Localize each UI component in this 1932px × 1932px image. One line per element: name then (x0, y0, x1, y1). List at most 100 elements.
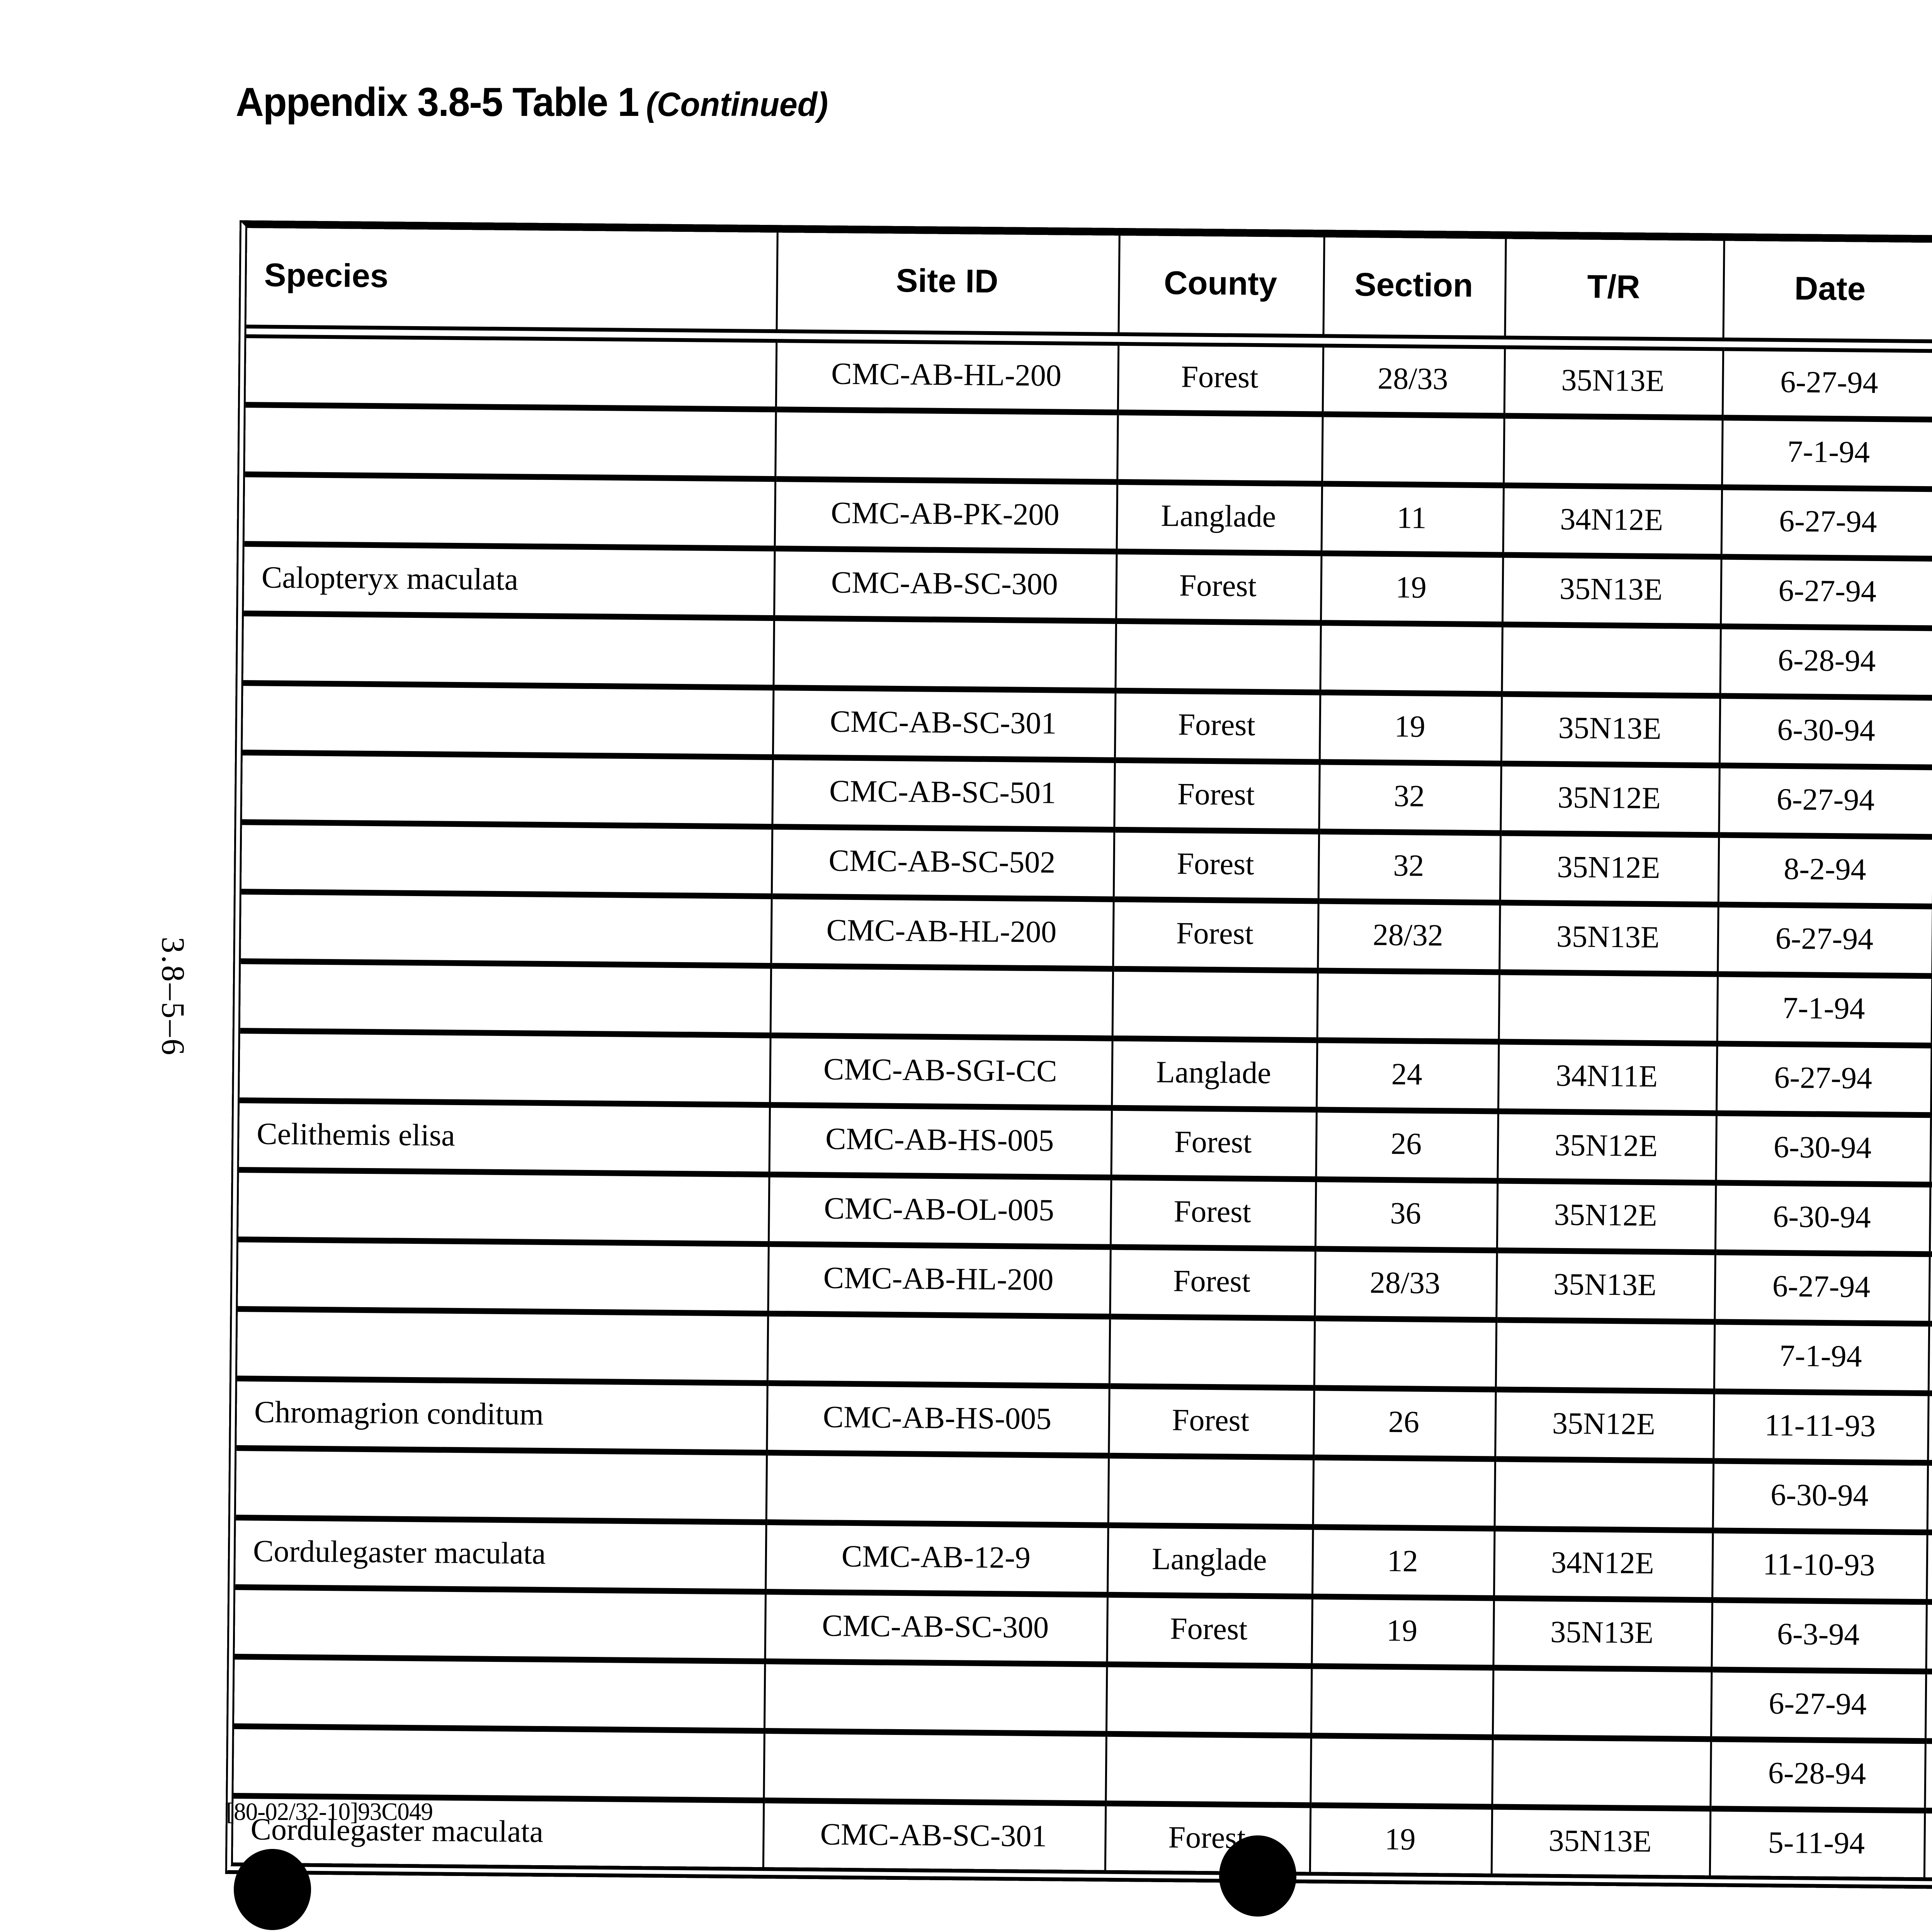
table-cell: 7-1-94 (1721, 417, 1932, 489)
table-cell: 6-28-94 (1719, 626, 1932, 698)
table-cell: 32 (1317, 831, 1500, 903)
table-cell: 34N11E (1497, 1041, 1716, 1113)
table-cell: CMC-AB-HS-005 (768, 1105, 1111, 1178)
table-cell (1321, 414, 1503, 486)
table-cell (1114, 621, 1320, 692)
table-cell: 6-27-94 (1710, 1669, 1925, 1741)
table-cell: 19 (1309, 1805, 1492, 1874)
table-cell: 11 (1320, 483, 1503, 555)
table-cell (1310, 1735, 1492, 1807)
table-cell: 35N13E (1503, 342, 1723, 418)
table-cell (1498, 972, 1717, 1044)
table-cell (765, 1452, 1108, 1526)
table-cell: 35N12E (1499, 833, 1718, 905)
table-cell (242, 752, 772, 827)
table-cell: 35N13E (1498, 903, 1718, 974)
table-cell: A (1930, 976, 1932, 1047)
table-cell (772, 618, 1116, 691)
table-cell: 19 (1318, 692, 1501, 764)
table-cell: Forest (1117, 339, 1323, 414)
table-cell: Chromagrion conditum (236, 1378, 767, 1453)
table-cell (1319, 622, 1502, 694)
table-cell: CMC-AB-PK-200 (774, 479, 1117, 552)
hole-punch-mark-left (234, 1849, 311, 1930)
table-cell (242, 683, 773, 757)
table-cell: 12 (1311, 1527, 1494, 1598)
table-cell (236, 1448, 766, 1522)
table-cell (240, 1031, 770, 1105)
table-cell (1107, 1456, 1313, 1527)
column-header-site-id: Site ID (776, 233, 1119, 339)
table-cell: 6-30-94 (1714, 1182, 1930, 1254)
table-cell: 19 (1311, 1596, 1493, 1668)
table-cell (245, 405, 775, 479)
table-cell: 5-11-94 (1709, 1808, 1924, 1878)
table-cell (763, 1731, 1105, 1804)
table-cell: 35N12E (1497, 1111, 1716, 1183)
table-cell: Forest (1108, 1386, 1313, 1458)
column-header-county: County (1117, 235, 1323, 341)
table-cell (243, 613, 774, 688)
table-cell: CMC-AB-SGI-CC (769, 1035, 1112, 1108)
column-header-date: Date (1722, 241, 1932, 346)
table-cell: 6-27-94 (1717, 904, 1932, 976)
table-cell (1493, 1459, 1713, 1531)
table-cell: CMC-AB-SC-300 (773, 548, 1116, 621)
table-cell: Forest (1113, 760, 1319, 832)
table-cell: Forest (1112, 830, 1318, 901)
table-cell: 28/33 (1321, 340, 1504, 416)
table-cell: 7-1-94 (1713, 1321, 1929, 1393)
table-cell (1105, 1664, 1311, 1736)
table-cell: CMC-AB-OL-005 (767, 1174, 1111, 1247)
table-cell: CMC-AB-HL-200 (770, 896, 1113, 969)
hole-punch-mark-center (1219, 1835, 1296, 1917)
table-cell (1316, 970, 1499, 1042)
table-cell: 28/33 (1314, 1248, 1496, 1320)
table-cell: 36 (1314, 1179, 1497, 1250)
table-cell (246, 332, 776, 410)
column-header-section: Section (1322, 237, 1505, 343)
table-cell: Cordulegaster maculata (235, 1517, 765, 1592)
table-cell: 6-3-94 (1711, 1600, 1926, 1672)
table-cell (1310, 1666, 1493, 1737)
table-cell (1491, 1737, 1710, 1809)
table-cell: E (1929, 1115, 1932, 1186)
table-row: Cordulegaster maculata CMC-AB-SC-301 Fores… (233, 1796, 1932, 1882)
table-cell: 35N12E (1496, 1180, 1715, 1252)
vertical-page-number: 3.8–5–6 (155, 937, 191, 1057)
table-cell: CMC-AB-SC-301 (772, 687, 1115, 760)
table-cell: Forest (1109, 1177, 1315, 1249)
table-cell: 11-10-93 (1711, 1530, 1927, 1602)
table-cell (1495, 1320, 1714, 1391)
table-cell: 8-2-94 (1717, 835, 1932, 906)
table-cell: 35N13E (1500, 694, 1719, 765)
table-cell: N (1923, 1810, 1932, 1879)
table-cell: 6-28-94 (1709, 1739, 1925, 1811)
table-cell (235, 1587, 765, 1662)
table-cell: 19 (1320, 553, 1502, 625)
table-cell: E (1925, 1602, 1932, 1673)
footer-document-code: [80-02/32-10]93C049 (226, 1797, 433, 1826)
table-cell: Langlade (1116, 482, 1321, 553)
table-cell (1111, 969, 1317, 1040)
table-cell: 35N12E (1500, 764, 1719, 835)
table-cell (774, 409, 1117, 482)
column-header-species: Species (246, 228, 777, 336)
table-cell: 6-27-94 (1720, 487, 1932, 559)
table-cell (763, 1661, 1106, 1734)
table-cell (233, 1726, 764, 1801)
table-cell: 28/32 (1317, 901, 1499, 973)
table-cell: Calopteryx maculata (244, 544, 774, 618)
table-cell: 34N12E (1502, 485, 1721, 557)
table-cell: 6-27-94 (1721, 344, 1932, 420)
table-cell: 11-11-93 (1713, 1391, 1928, 1463)
table-cell: CMC-AB-SC-501 (771, 757, 1114, 830)
table-cell (769, 966, 1112, 1039)
table-cell: Forest (1110, 1108, 1316, 1179)
table-cell: Langlade (1111, 1038, 1316, 1110)
page-title-main: Appendix 3.8-5 Table 1 (236, 81, 639, 126)
table-cell: CMC-AB-HS-005 (766, 1383, 1109, 1456)
page-title: Appendix 3.8-5 Table 1 (Continued) (236, 81, 828, 128)
table-cell: 24 (1316, 1040, 1498, 1111)
